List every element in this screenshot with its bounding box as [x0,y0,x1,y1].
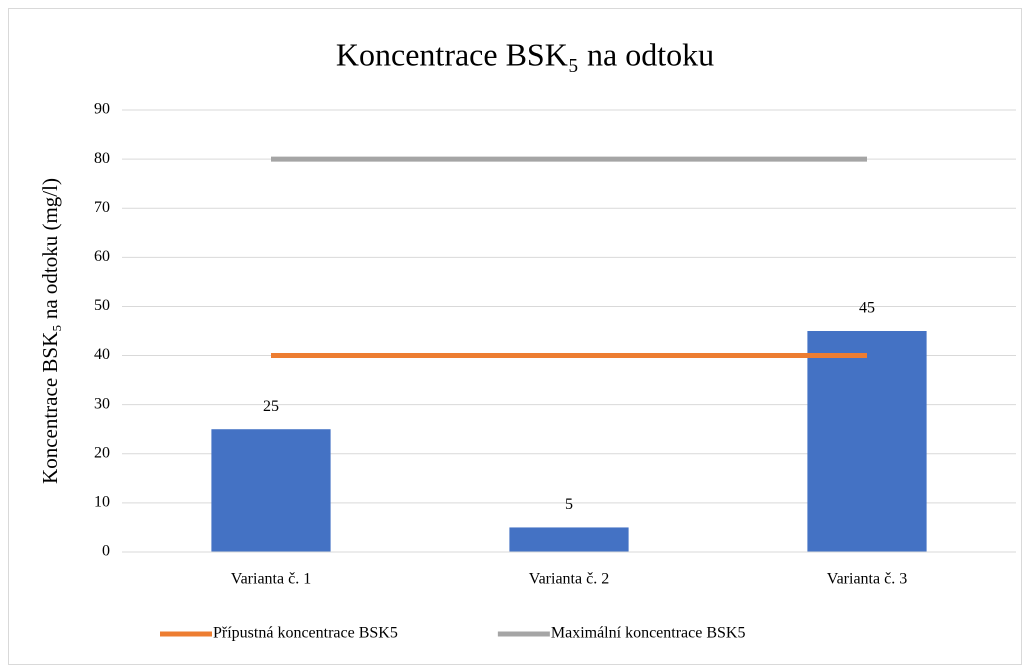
bar [509,527,629,552]
y-tick-label: 30 [94,395,110,412]
legend-label: Maximální koncentrace BSK5 [551,625,746,642]
y-tick-label: 50 [94,297,110,314]
y-tick-label: 90 [94,101,110,118]
legend-label: Přípustná koncentrace BSK5 [213,625,398,642]
y-tick-label: 70 [94,199,110,216]
y-tick-label: 0 [102,543,110,560]
y-tick-label: 60 [94,248,110,265]
chart-title: Koncentrace BSK₅ na odtoku [336,36,714,72]
data-label: 25 [263,398,279,415]
y-tick-label: 80 [94,150,110,167]
bar [807,331,927,552]
y-tick-label: 20 [94,444,110,461]
y-tick-label: 40 [94,346,110,363]
data-label: 5 [565,496,573,513]
y-axis-label: Koncentrace BSK₅ na odtoku (mg/l) [38,178,62,484]
x-tick-label: Varianta č. 1 [231,571,311,588]
data-label: 45 [859,300,875,317]
x-tick-label: Varianta č. 2 [529,571,609,588]
y-tick-label: 10 [94,494,110,511]
x-tick-label: Varianta č. 3 [827,571,907,588]
bar [211,429,331,552]
